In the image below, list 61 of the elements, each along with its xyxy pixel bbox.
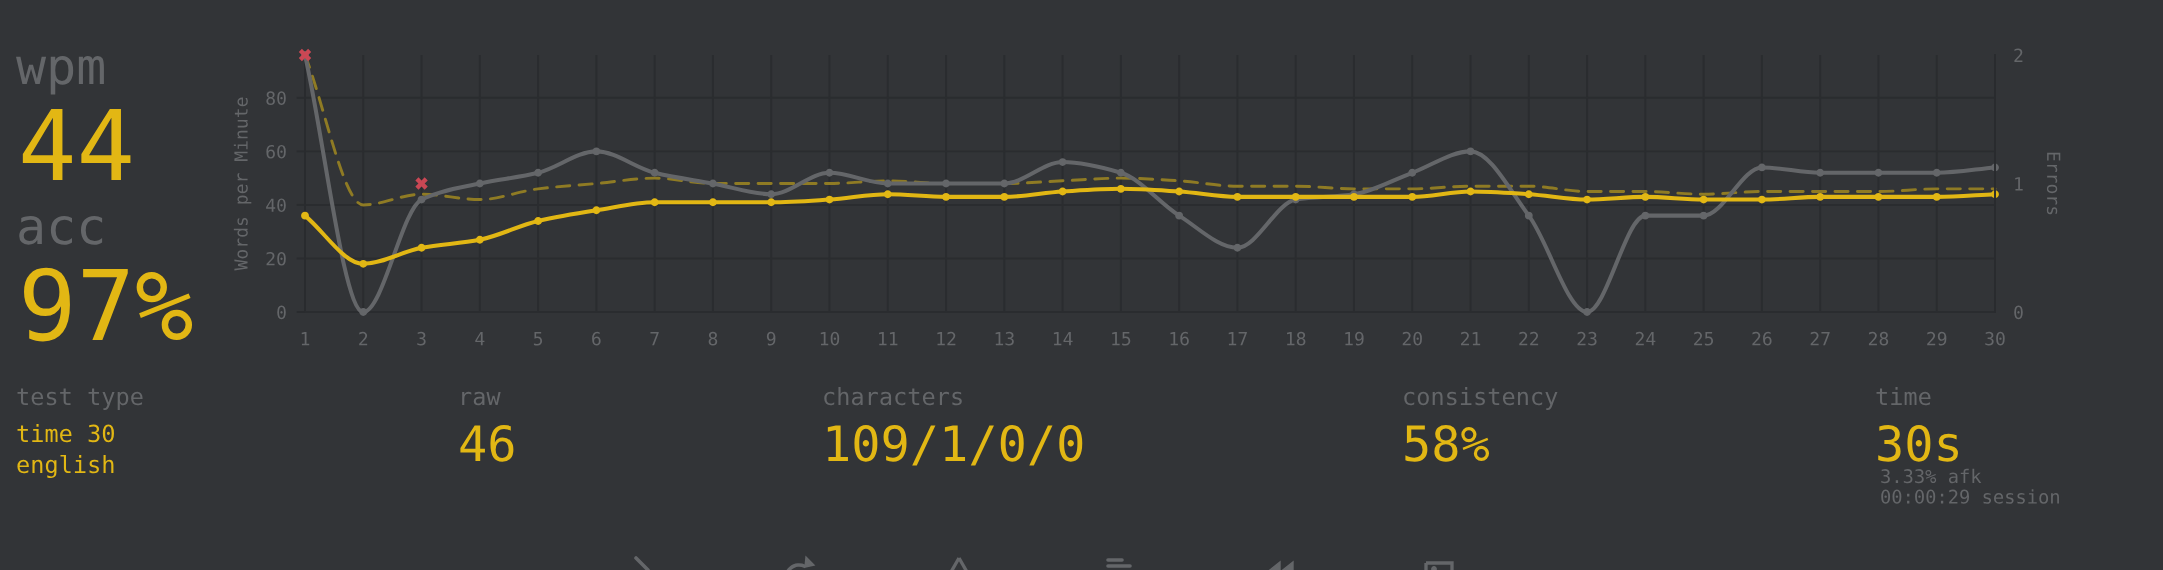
point — [1699, 195, 1708, 204]
point — [534, 217, 543, 225]
point — [709, 198, 717, 207]
point — [1000, 179, 1009, 188]
point — [1466, 147, 1475, 156]
point — [1874, 192, 1883, 201]
point — [1524, 211, 1533, 220]
point — [1116, 184, 1125, 193]
point — [1233, 192, 1242, 201]
point — [1699, 211, 1708, 220]
text: 109/1/0/0 — [827, 424, 1083, 466]
point — [1175, 211, 1184, 220]
point — [1816, 192, 1825, 201]
text: 97% — [24, 267, 193, 342]
point — [1058, 187, 1067, 196]
point — [1233, 243, 1242, 252]
point — [650, 168, 659, 177]
point — [942, 179, 950, 188]
point — [301, 211, 309, 220]
point — [1757, 163, 1766, 172]
text: 46 — [460, 424, 514, 462]
point — [1641, 192, 1650, 201]
point — [1058, 158, 1067, 167]
text: 44 — [22, 109, 131, 180]
point — [883, 179, 892, 188]
point — [475, 235, 484, 244]
point — [1116, 168, 1125, 177]
text: 58% — [1405, 424, 1490, 462]
point — [1175, 187, 1184, 196]
point — [883, 190, 892, 199]
point — [1932, 168, 1941, 177]
point — [767, 190, 776, 199]
point — [1757, 195, 1766, 204]
point — [825, 195, 834, 204]
point — [1816, 168, 1825, 177]
point — [1641, 211, 1650, 220]
point — [942, 192, 950, 201]
text: time 30 — [17, 424, 114, 443]
text: 30s — [1878, 424, 1958, 462]
point — [1524, 190, 1533, 199]
point — [534, 168, 543, 177]
point — [1932, 192, 1941, 201]
point — [417, 243, 426, 252]
point — [592, 147, 601, 156]
point — [825, 168, 834, 177]
point — [650, 198, 659, 207]
point — [1408, 192, 1417, 201]
point — [592, 206, 601, 215]
point — [475, 179, 484, 188]
point — [1583, 308, 1591, 316]
point — [709, 179, 717, 188]
point — [1466, 187, 1475, 196]
point — [1408, 168, 1417, 177]
point — [767, 198, 776, 207]
point — [1000, 192, 1009, 201]
point — [359, 308, 368, 316]
point — [1874, 168, 1883, 177]
text: english — [17, 454, 114, 479]
point — [417, 195, 426, 204]
point — [359, 259, 368, 268]
point — [1583, 195, 1591, 204]
